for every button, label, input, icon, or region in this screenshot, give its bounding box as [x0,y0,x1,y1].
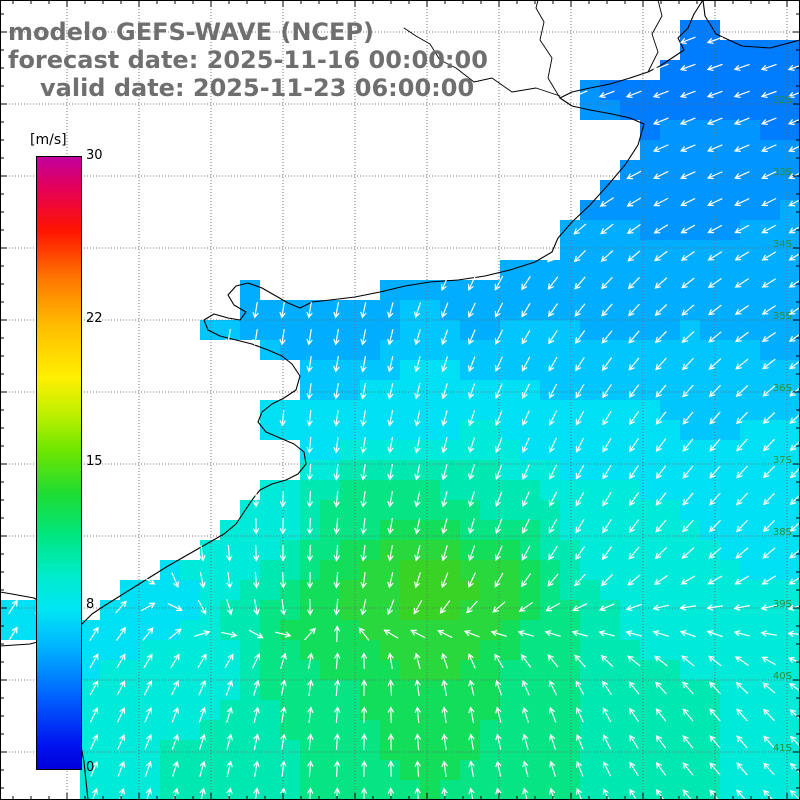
forecast-date-label: forecast date: 2025-11-16 00:00:00 [8,46,488,74]
latitude-labels-layer: 32S 33S 34S 35S 36S 37S 38S 39S 40S 41S [773,95,792,754]
model-title: modelo GEFS-WAVE (NCEP) [8,18,374,46]
colorbar-tick-label: 8 [86,596,95,612]
latitude-label: 34S [773,239,792,250]
latitude-label: 41S [773,743,792,754]
map-title-block: modelo GEFS-WAVE (NCEP) forecast date: 2… [8,18,488,102]
colorbar-tick-label: 30 [86,148,103,163]
colorbar-tick-label: 15 [86,454,103,469]
colorbar-gradient [36,156,82,770]
wind-cells-layer [0,20,800,800]
colorbar-tick-label: 22 [86,311,103,327]
colorbar-unit-label: [m/s] [30,132,67,148]
latitude-label: 39S [773,599,792,610]
colorbar-tick-label: 0 [86,760,95,775]
latitude-label: 32S [773,95,792,106]
latitude-label: 36S [773,383,792,394]
latitude-label: 40S [773,671,792,682]
latitude-label: 33S [773,167,792,178]
latitude-label: 35S [773,311,792,322]
valid-date-label: valid date: 2025-11-23 06:00:00 [40,74,475,102]
latitude-label: 38S [773,527,792,538]
latitude-label: 37S [773,455,792,466]
wind-arrows-layer [8,36,800,800]
